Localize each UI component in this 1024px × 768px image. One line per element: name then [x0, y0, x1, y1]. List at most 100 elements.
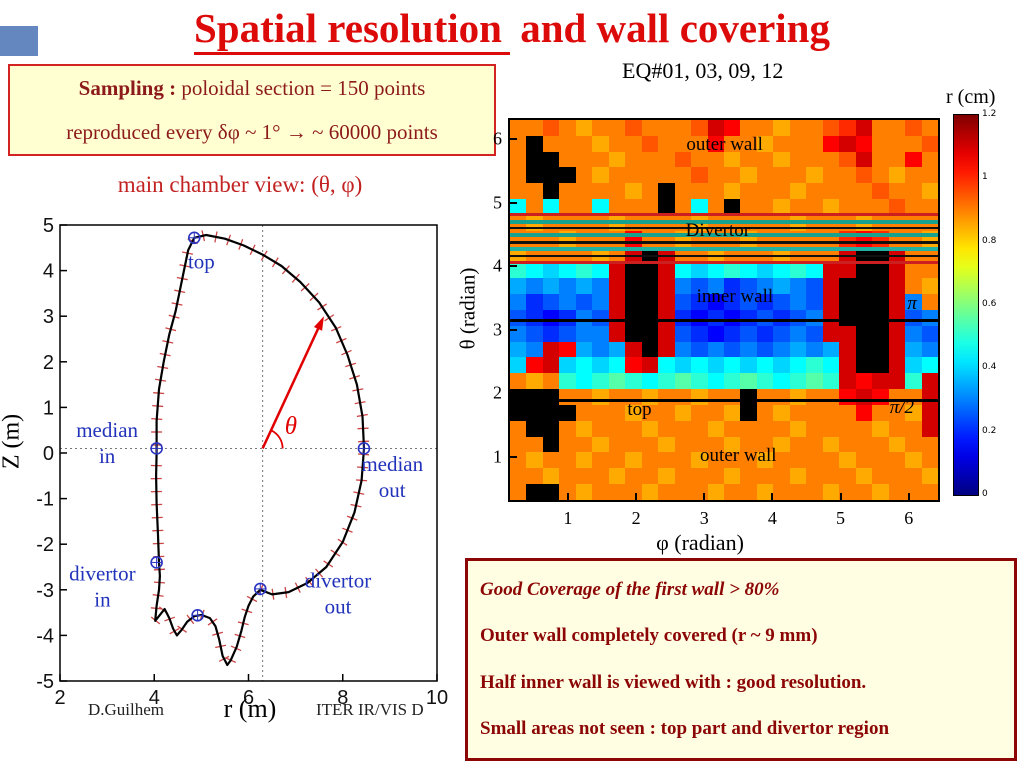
heatmap-cell: [872, 294, 889, 310]
conclusion-line-3: Half inner wall is viewed with : good re…: [480, 671, 867, 693]
heatmap-cell: [674, 167, 692, 184]
heatmap-x-tick-label: 5: [836, 508, 846, 528]
heatmap-cell: [559, 420, 576, 437]
heatmap-overlay-line: [510, 319, 938, 323]
footer-note: ITER IR/VIS D: [316, 700, 424, 719]
heatmap-cell: [510, 294, 527, 310]
heatmap-cell: [855, 468, 873, 485]
heatmap-cell: [888, 151, 906, 168]
heatmap-cell: [888, 120, 906, 136]
x-tick-label: 8: [337, 687, 348, 709]
heatmap-cell: [625, 135, 642, 152]
heatmap-cell: [674, 135, 692, 152]
heatmap-cell: [756, 373, 774, 390]
heatmap-cell: [526, 436, 543, 453]
heatmap-cell: [740, 183, 757, 200]
heatmap-y-tick: [510, 392, 517, 395]
heatmap-cell: [691, 167, 708, 184]
heatmap-cell: [872, 183, 889, 200]
heatmap-cell: [608, 199, 626, 215]
heatmap-cell: [905, 262, 922, 279]
heatmap-y-tick-label: 6: [493, 128, 502, 149]
heatmap-cell: [822, 294, 840, 310]
heatmap-cell: [806, 183, 823, 200]
heatmap-cell: [707, 373, 724, 390]
heatmap-cell: [592, 262, 609, 279]
heatmap-cell: [707, 167, 724, 184]
heatmap-cell: [839, 436, 856, 453]
heatmap-cell: [888, 420, 906, 437]
heatmap-cell: [707, 404, 724, 421]
heatmap-cell: [542, 183, 560, 200]
heatmap-cell: [575, 404, 593, 421]
heatmap-cell: [740, 436, 757, 453]
heatmap-cell: [592, 404, 609, 421]
heatmap-cell: [658, 278, 675, 295]
heatmap-region-label: Divertor: [685, 219, 751, 241]
colorbar: 1.2 1 0.8 0.6 0.4 0.2 0: [953, 109, 996, 499]
heatmap-cell: [592, 373, 609, 390]
heatmap-cell: [658, 120, 675, 136]
x-tick-label: 2: [54, 687, 65, 709]
heatmap-cell: [707, 135, 724, 152]
heatmap-cell: [789, 120, 807, 136]
heatmap-cell: [806, 484, 823, 500]
heatmap-cell: [723, 341, 741, 358]
heatmap-cell: [806, 452, 823, 469]
heatmap-cell: [872, 325, 889, 342]
heatmap-cell: [921, 183, 938, 200]
heatmap-cell: [608, 151, 626, 168]
heatmap-cell: [608, 183, 626, 200]
heatmap-cell: [756, 199, 774, 215]
heatmap-cell: [839, 373, 856, 390]
y-tick-label: 0: [43, 443, 54, 465]
heatmap-cell: [921, 135, 938, 152]
heatmap-cell: [888, 436, 906, 453]
heatmap-cell: [542, 452, 560, 469]
heatmap-cell: [905, 373, 922, 390]
colorbar-tick-label: 1.2: [982, 109, 997, 119]
heatmap-y-tick-label: 1: [493, 446, 502, 467]
heatmap-cell: [905, 120, 922, 136]
heatmap-cell: [789, 135, 807, 152]
heatmap-cell: [510, 373, 527, 390]
heatmap-cell: [575, 420, 593, 437]
heatmap-cell: [691, 294, 708, 310]
heatmap-cell: [674, 294, 692, 310]
heatmap-cell: [905, 294, 922, 310]
heatmap-cell: [641, 404, 659, 421]
heatmap-x-tick: [566, 493, 569, 500]
heatmap-cell: [855, 135, 873, 152]
colorbar-tick-label: 0.8: [982, 235, 997, 246]
heatmap-cell: [806, 357, 823, 374]
heatmap-cell: [559, 278, 576, 295]
heatmap-cell: [756, 325, 774, 342]
heatmap-cell: [592, 468, 609, 485]
y-tick-label: 3: [43, 306, 54, 328]
heatmap-cell: [575, 262, 593, 279]
heatmap-y-tick-label: 4: [493, 255, 502, 276]
heatmap-x-tick-label: 3: [699, 508, 709, 528]
heatmap-cell: [542, 468, 560, 485]
heatmap-region-label: top: [627, 398, 652, 420]
heatmap-cell: [921, 420, 938, 437]
heatmap-cell: [855, 436, 873, 453]
heatmap-cell: [756, 484, 774, 500]
heatmap-y-tick: [510, 138, 517, 141]
heatmap-cell: [542, 151, 560, 168]
heatmap-cell: [707, 278, 724, 295]
heatmap-cell: [888, 135, 906, 152]
heatmap-cell: [641, 151, 659, 168]
heatmap-cell: [756, 404, 774, 421]
heatmap-cell: [756, 294, 774, 310]
heatmap-cell: [756, 452, 774, 469]
heatmap-cell: [542, 484, 560, 500]
heatmap-cell: [789, 341, 807, 358]
heatmap-cell: [674, 199, 692, 215]
heatmap-cell: [822, 468, 840, 485]
heatmap-cell: [625, 294, 642, 310]
heatmap-cell: [855, 373, 873, 390]
heatmap-cell: [839, 199, 856, 215]
heatmap-cell: [773, 357, 790, 374]
heatmap-cell: [707, 262, 724, 279]
